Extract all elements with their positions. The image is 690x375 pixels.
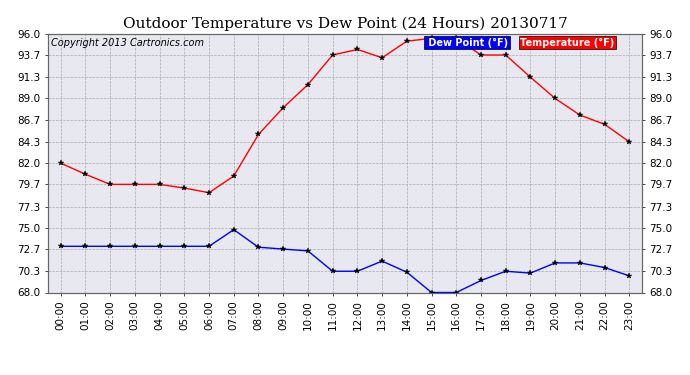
Text: Dew Point (°F): Dew Point (°F): [425, 38, 509, 48]
Text: Copyright 2013 Cartronics.com: Copyright 2013 Cartronics.com: [51, 38, 204, 48]
Title: Outdoor Temperature vs Dew Point (24 Hours) 20130717: Outdoor Temperature vs Dew Point (24 Hou…: [123, 17, 567, 31]
Text: Temperature (°F): Temperature (°F): [520, 38, 614, 48]
